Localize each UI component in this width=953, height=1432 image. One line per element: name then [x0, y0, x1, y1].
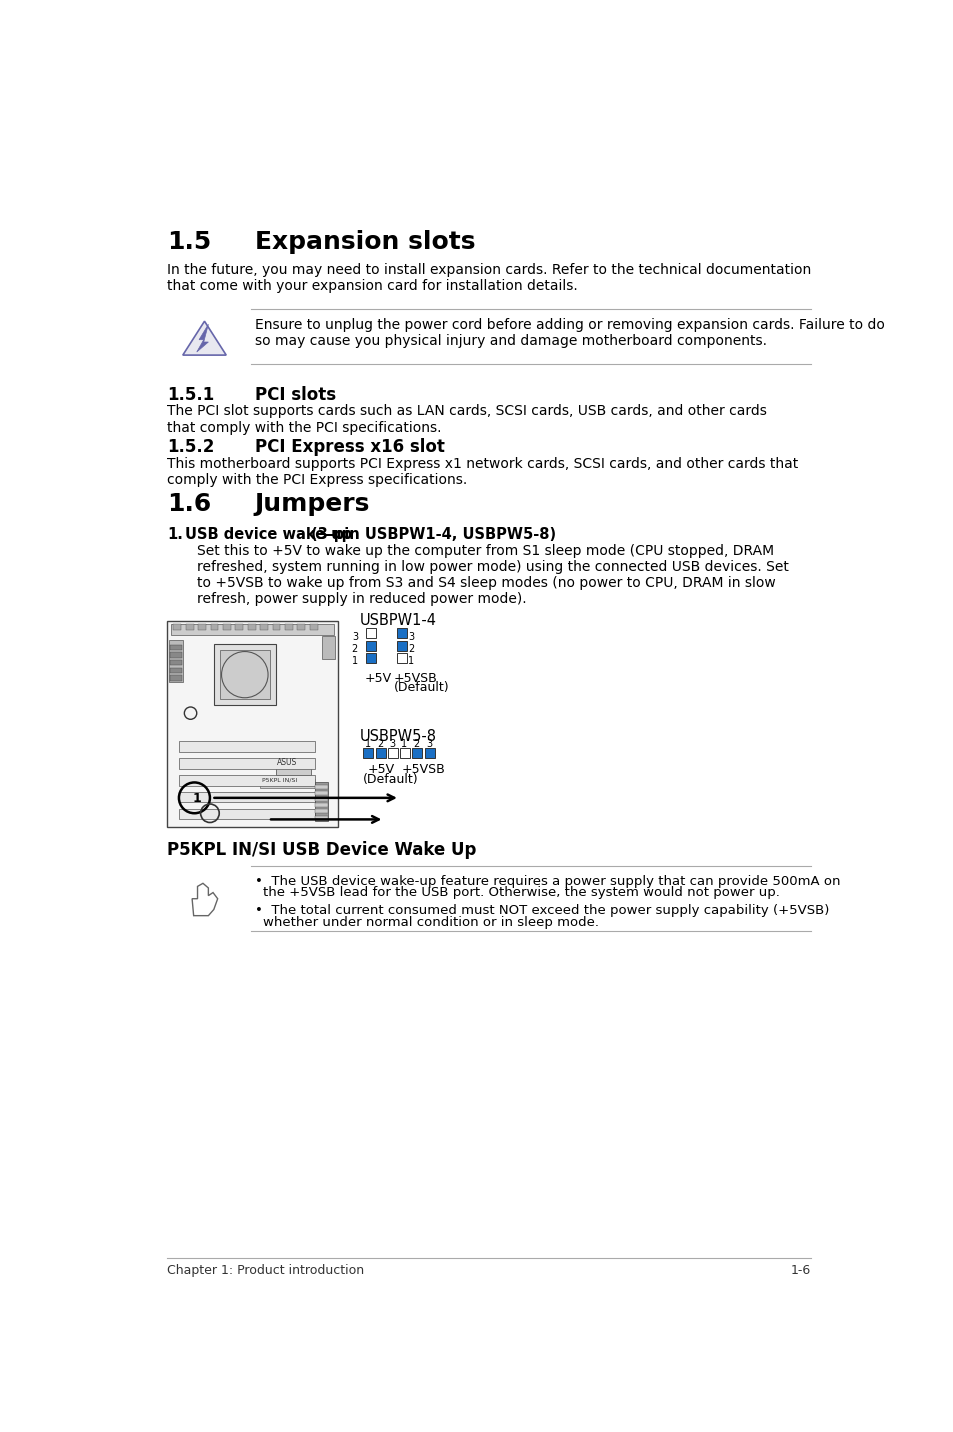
Bar [171, 624, 334, 634]
Bar [315, 803, 328, 808]
Bar [297, 624, 305, 630]
Text: In the future, you may need to install expansion cards. Refer to the technical d: In the future, you may need to install e… [167, 262, 811, 294]
Bar [198, 624, 206, 630]
Bar [179, 809, 314, 819]
Text: PCI slots: PCI slots [254, 385, 335, 404]
Text: (3-pin USBPW1-4, USBPW5-8): (3-pin USBPW1-4, USBPW5-8) [311, 527, 556, 541]
Text: •  The USB device wake-up feature requires a power supply that can provide 500mA: • The USB device wake-up feature require… [254, 875, 840, 888]
Text: 1: 1 [408, 656, 414, 666]
Text: 1.5: 1.5 [167, 229, 212, 253]
Bar [399, 748, 410, 758]
Bar [365, 653, 375, 663]
Bar [396, 640, 406, 650]
Text: USBPW1-4: USBPW1-4 [359, 613, 436, 629]
Text: 1: 1 [192, 792, 201, 805]
Bar [170, 644, 182, 650]
Text: 2: 2 [414, 739, 419, 749]
Bar [315, 785, 328, 789]
Text: Expansion slots: Expansion slots [254, 229, 475, 253]
Text: +5V: +5V [364, 672, 391, 684]
Text: the +5VSB lead for the USB port. Otherwise, the system would not power up.: the +5VSB lead for the USB port. Otherwi… [262, 886, 779, 899]
Text: 3: 3 [426, 739, 432, 749]
Text: +5VSB: +5VSB [394, 672, 436, 684]
Bar [315, 790, 328, 795]
Text: PCI Express x16 slot: PCI Express x16 slot [254, 438, 444, 457]
Text: 2: 2 [376, 739, 383, 749]
Text: P5KPL IN/SI: P5KPL IN/SI [261, 778, 296, 783]
Text: USBPW5-8: USBPW5-8 [359, 729, 436, 743]
Text: •  The total current consumed must NOT exceed the power supply capability (+5VSB: • The total current consumed must NOT ex… [254, 904, 828, 916]
Bar [275, 759, 311, 775]
Text: This motherboard supports PCI Express x1 network cards, SCSI cards, and other ca: This motherboard supports PCI Express x1… [167, 457, 798, 487]
Bar [396, 653, 406, 663]
Text: whether under normal condition or in sleep mode.: whether under normal condition or in sle… [262, 915, 598, 929]
Text: 1.5.1: 1.5.1 [167, 385, 214, 404]
Text: +5VSB: +5VSB [401, 763, 445, 776]
Text: 1.5.2: 1.5.2 [167, 438, 214, 457]
Text: 1.6: 1.6 [167, 493, 212, 516]
Text: 3: 3 [390, 739, 395, 749]
Bar [363, 748, 373, 758]
Bar [211, 624, 218, 630]
Bar [315, 798, 328, 800]
Bar [260, 779, 314, 788]
Bar [186, 624, 193, 630]
Bar [170, 667, 182, 673]
Text: ASUS: ASUS [277, 758, 297, 766]
Bar [170, 676, 182, 680]
Bar [248, 624, 255, 630]
Bar [169, 640, 183, 683]
Bar [170, 660, 182, 666]
Text: 1: 1 [401, 739, 407, 749]
Text: USB device wake-up: USB device wake-up [185, 527, 357, 541]
Bar [424, 748, 435, 758]
Polygon shape [196, 324, 208, 352]
Bar [315, 809, 328, 813]
Bar [314, 782, 328, 821]
Bar [273, 624, 280, 630]
Text: 1: 1 [352, 656, 357, 666]
Text: 2: 2 [408, 644, 415, 654]
Bar [167, 620, 337, 828]
Bar [365, 629, 375, 639]
Text: P5KPL IN/SI USB Device Wake Up: P5KPL IN/SI USB Device Wake Up [167, 841, 476, 859]
Bar [179, 758, 314, 769]
Bar [412, 748, 422, 758]
Text: 3: 3 [408, 632, 414, 642]
Bar [285, 624, 293, 630]
Bar [179, 775, 314, 786]
Text: Set this to +5V to wake up the computer from S1 sleep mode (CPU stopped, DRAM
re: Set this to +5V to wake up the computer … [196, 544, 788, 606]
Polygon shape [183, 321, 226, 355]
Bar [388, 748, 397, 758]
Bar [235, 624, 243, 630]
Bar [315, 816, 328, 819]
Text: (Default): (Default) [363, 773, 418, 786]
Bar [179, 792, 314, 802]
Text: 1: 1 [365, 739, 371, 749]
Text: Ensure to unplug the power cord before adding or removing expansion cards. Failu: Ensure to unplug the power cord before a… [254, 318, 883, 348]
Bar [322, 636, 335, 659]
Bar [213, 644, 275, 706]
Text: 2: 2 [352, 644, 357, 654]
Text: (Default): (Default) [394, 680, 449, 695]
Text: 1.: 1. [167, 527, 183, 541]
Bar [223, 624, 231, 630]
Text: The PCI slot supports cards such as LAN cards, SCSI cards, USB cards, and other : The PCI slot supports cards such as LAN … [167, 404, 766, 434]
Text: 3: 3 [352, 632, 357, 642]
Text: +5V: +5V [367, 763, 394, 776]
Bar [179, 740, 314, 752]
Bar [375, 748, 385, 758]
Bar [173, 624, 181, 630]
Text: Chapter 1: Product introduction: Chapter 1: Product introduction [167, 1263, 364, 1277]
Bar [220, 650, 270, 699]
Bar [310, 624, 317, 630]
Bar [365, 640, 375, 650]
Bar [396, 629, 406, 639]
Text: Jumpers: Jumpers [254, 493, 370, 516]
Text: 1-6: 1-6 [789, 1263, 810, 1277]
Bar [170, 653, 182, 657]
Bar [260, 624, 268, 630]
